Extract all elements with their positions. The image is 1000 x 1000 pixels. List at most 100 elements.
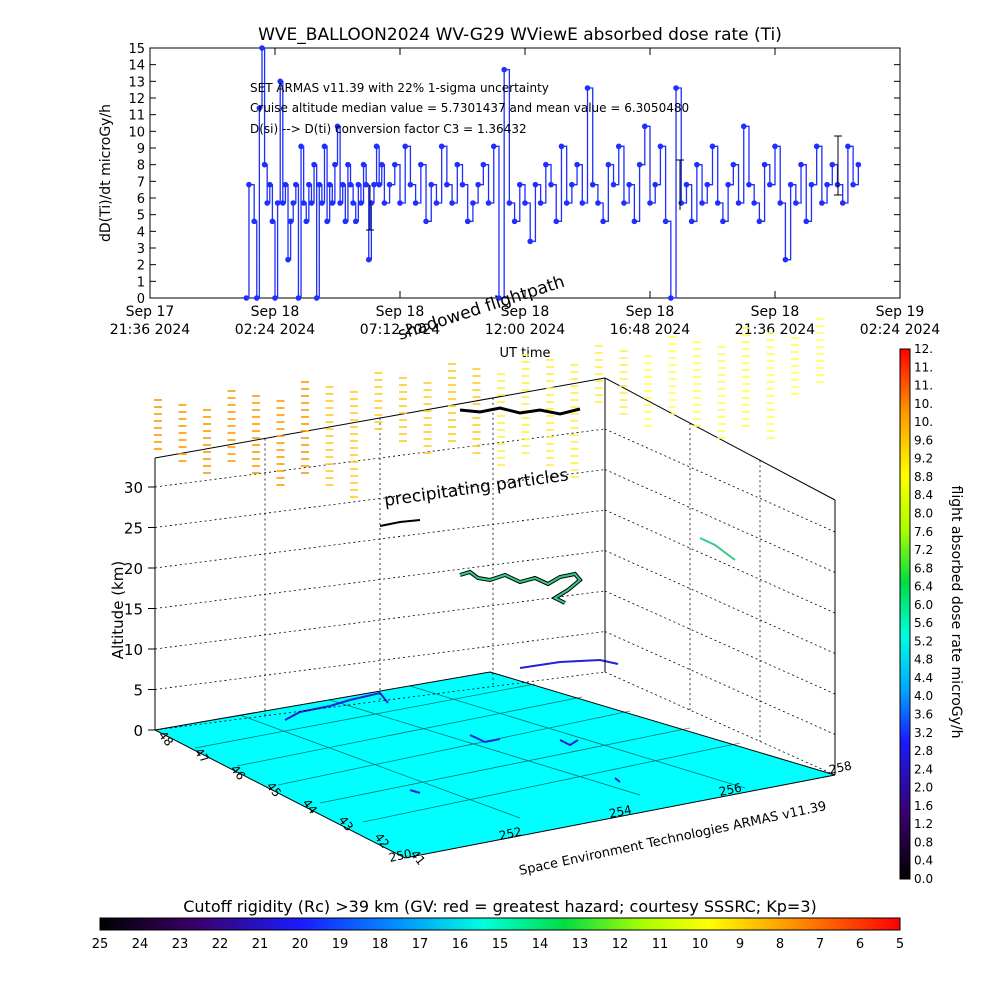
- dose-rate-point: [772, 143, 778, 150]
- annotation-armas: SET ARMAS v11.39 with 22% 1-sigma uncert…: [250, 81, 549, 95]
- y-tick-label: 13: [128, 75, 145, 90]
- rc-tick-label: 6: [856, 937, 864, 952]
- dose-rate-point: [306, 181, 312, 188]
- dose-rate-point: [657, 143, 664, 150]
- dose-colorbar-tick-label: 9.6: [914, 433, 933, 447]
- dose-rate-point: [631, 218, 638, 225]
- dose-rate-point: [621, 200, 627, 206]
- dose-rate-point: [251, 218, 257, 225]
- dose-colorbar-tick-label: 3.2: [914, 726, 933, 740]
- rc-tick-label: 7: [816, 937, 824, 952]
- dose-rate-point: [709, 143, 716, 150]
- dose-rate-point: [334, 123, 341, 130]
- dose-rate-point: [527, 238, 534, 245]
- longitude-tick-label: 258: [828, 758, 853, 776]
- dose-rate-point: [647, 200, 653, 206]
- x-tick-date: Sep 17: [126, 304, 175, 320]
- dose-rate-point: [548, 181, 554, 188]
- dose-rate-point: [350, 200, 356, 206]
- y-tick-label: 8: [137, 159, 145, 174]
- z-tick-label: 0: [133, 722, 143, 740]
- dose-rate-point: [311, 161, 317, 168]
- dose-rate-point: [589, 181, 596, 188]
- dose-colorbar-tick-label: 11.: [914, 379, 933, 393]
- dose-colorbar-tick-label: 5.6: [914, 616, 933, 630]
- dose-colorbar-tick-label: 0.0: [914, 872, 933, 886]
- rc-tick-label: 17: [412, 937, 429, 952]
- dose-rate-point: [490, 143, 497, 150]
- dose-rate-point: [464, 218, 471, 225]
- dose-rate-point: [272, 295, 278, 301]
- dose-rate-series: [243, 45, 862, 301]
- dose-rate-point: [605, 161, 612, 168]
- dose-rate-point: [423, 218, 429, 225]
- x-tick-time: 07:12 2024: [360, 322, 441, 338]
- dose-rate-point: [418, 161, 424, 168]
- dose-rate-point: [365, 256, 372, 263]
- altitude-ticks: 0 5 10 15 20 25 30: [124, 479, 155, 740]
- y-tick-label: 15: [128, 42, 145, 57]
- dose-rate-point: [636, 161, 643, 168]
- rc-tick-label: 15: [492, 937, 509, 952]
- dose-rate-point: [264, 200, 270, 206]
- x-tick-date: Sep 18: [251, 304, 300, 320]
- dose-rate-point: [563, 200, 570, 206]
- longitude-tick-label: 250: [388, 846, 413, 864]
- dose-rate-point: [714, 200, 721, 206]
- dose-rate-point: [290, 200, 297, 206]
- y-tick-label: 6: [137, 192, 145, 207]
- y-tick-label: 5: [137, 209, 145, 224]
- dose-rate-point: [470, 200, 476, 206]
- dose-rate-point: [496, 295, 502, 301]
- side-wall-gridline: [604, 469, 836, 573]
- dose-rate-point: [269, 218, 276, 225]
- dose-rate-point: [345, 161, 351, 168]
- y-tick-label: 9: [137, 142, 145, 157]
- dose-rate-point: [699, 200, 705, 206]
- dose-colorbar-tick-label: 4.8: [914, 653, 933, 667]
- rc-colorbar-title: Cutoff rigidity (Rc) >39 km (GV: red = g…: [183, 897, 817, 916]
- y-tick-label: 14: [128, 59, 145, 74]
- dose-rate-point: [261, 161, 268, 168]
- rc-tick-label: 23: [172, 937, 189, 952]
- longitude-tick-label: 256: [718, 780, 743, 798]
- top-x-axis-label: UT time: [500, 346, 551, 361]
- dose-colorbar-tick-label: 6.8: [914, 561, 933, 575]
- top-y-axis-label: dD(Ti)/dt microGy/h: [98, 104, 114, 242]
- y-tick-label: 10: [128, 125, 145, 140]
- flight-track-segment: [379, 519, 421, 527]
- dose-rate-point: [501, 66, 507, 73]
- dose-rate-point: [378, 161, 385, 168]
- dose-colorbar-tick-label: 8.0: [914, 506, 933, 520]
- dose-colorbar-tick-label: 5.2: [914, 634, 933, 648]
- dose-rate-point: [787, 181, 794, 188]
- dose-colorbar-tick-label: 1.6: [914, 799, 933, 813]
- dose-rate-point: [485, 200, 492, 206]
- dose-rate-point: [295, 295, 302, 301]
- dose-colorbar-tick-label: 10.: [914, 397, 933, 411]
- y-tick-label: 0: [137, 292, 145, 307]
- x-tick-time: 21:36 2024: [735, 322, 816, 338]
- dose-rate-point: [303, 218, 310, 225]
- rc-tick-label: 8: [776, 937, 784, 952]
- side-wall-gridline: [604, 509, 836, 614]
- dose-rate-point: [569, 181, 575, 188]
- dose-colorbar-tick-label: 3.6: [914, 708, 933, 722]
- dose-rate-point: [243, 295, 250, 301]
- wall-grid: [154, 397, 836, 776]
- dose-rate-point: [751, 200, 757, 206]
- dose-rate-point: [558, 143, 565, 150]
- dose-rate-point: [266, 181, 273, 188]
- dose-rate-point: [316, 181, 323, 188]
- dose-rate-point: [595, 200, 601, 206]
- rc-tick-label: 16: [452, 937, 469, 952]
- dose-rate-point: [324, 218, 330, 225]
- z-tick-label: 25: [124, 520, 143, 538]
- dose-rate-timeseries-chart: WVE_BALLOON2024 WV-G29 WViewE absorbed d…: [98, 25, 940, 361]
- dose-rate-point: [652, 181, 659, 188]
- back-wall-gridline: [154, 631, 606, 690]
- dose-colorbar-tick-label: 1.2: [914, 817, 933, 831]
- dose-rate-point: [683, 181, 690, 188]
- dose-rate-point: [358, 200, 364, 206]
